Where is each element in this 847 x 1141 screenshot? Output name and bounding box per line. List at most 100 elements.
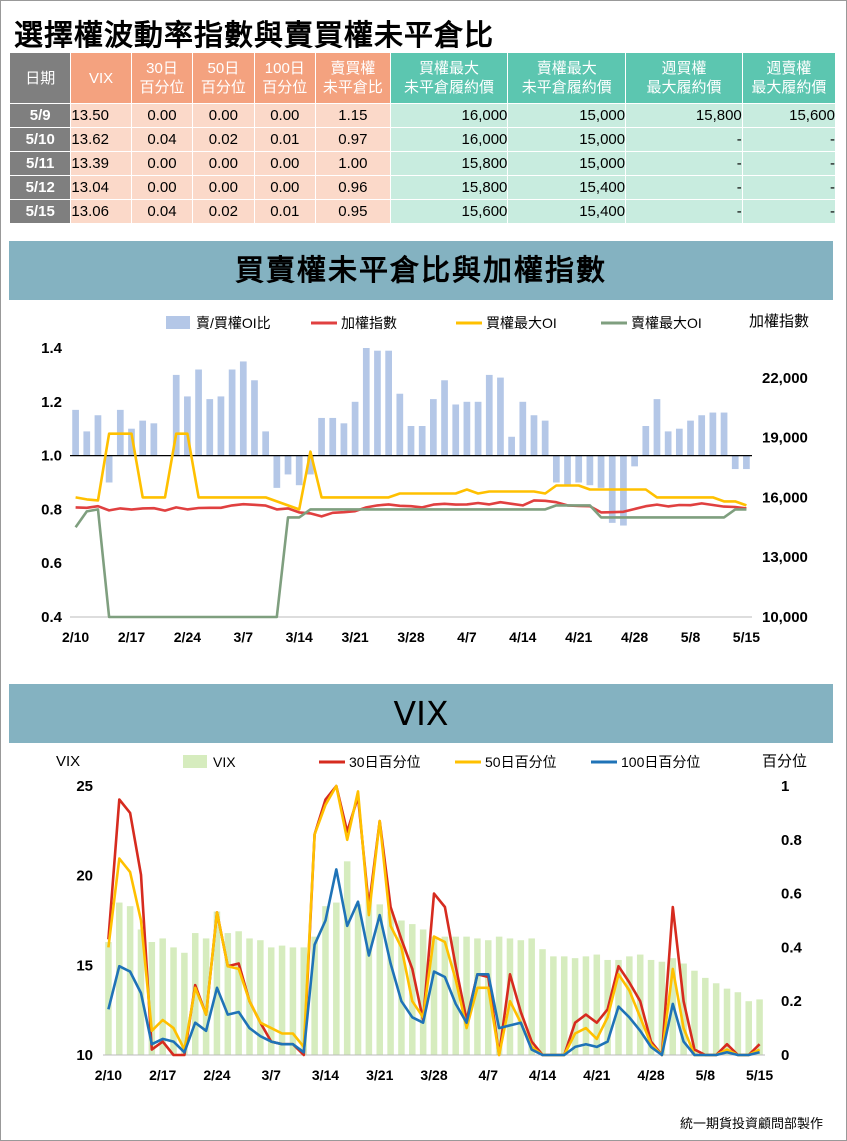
- x-tick-label: 3/28: [420, 1067, 447, 1083]
- summary-table: 日期 VIX 30日 百分位 50日 百分位 100日 百分位 賣買權 未平倉比 買權最大 …: [8, 52, 837, 224]
- chart-bar: [743, 455, 750, 470]
- chart-bar: [351, 401, 359, 456]
- table-cell: 15,400: [507, 199, 627, 224]
- y-left-tick-label: 0.4: [41, 609, 63, 626]
- legend-label: 賣權最大OI: [631, 315, 702, 331]
- chart-bar: [273, 455, 281, 488]
- oi-ratio-chart: 0.4 0.6 0.8 1.0 1.2 1.4 10,000 13,000 16,000 19,0…: [41, 313, 809, 645]
- chart-bar: [228, 369, 236, 456]
- y-right-tick-label: 0.2: [781, 993, 802, 1010]
- table-cell: 0.00: [192, 103, 255, 128]
- x-tick-label: 5/8: [681, 629, 701, 645]
- chart-bar: [709, 412, 717, 456]
- chart-bar: [340, 423, 348, 456]
- table-cell: -: [625, 127, 743, 152]
- y-left-tick-label: 1.0: [41, 448, 62, 465]
- table-cell: 0.00: [130, 103, 194, 128]
- chart-bar: [224, 933, 232, 1055]
- table-cell: 15,800: [389, 151, 509, 176]
- y-left-tick-label: 20: [76, 868, 93, 885]
- chart-bar: [267, 947, 275, 1055]
- chart-bar: [756, 999, 763, 1055]
- table-cell: 16,000: [389, 103, 509, 128]
- y-left-tick-label: 1.4: [41, 340, 63, 357]
- chart-bar: [239, 361, 247, 456]
- x-tick-label: 2/10: [95, 1067, 122, 1083]
- chart-bar: [497, 377, 504, 456]
- table-cell: 0.00: [253, 175, 317, 200]
- page-title: 選擇權波動率指數與賣買權未平倉比: [14, 18, 495, 52]
- table-cell: 0.04: [130, 199, 194, 224]
- chart-bar: [528, 938, 535, 1055]
- chart-bar: [322, 906, 329, 1055]
- y-right-tick-label: 0.8: [781, 832, 802, 849]
- table-body: 5/9 13.50 0.00 0.00 0.00 1.15 16,000 15,000 15,8…: [8, 103, 837, 224]
- table-cell: 1.00: [315, 151, 391, 176]
- y-left-tick-label: 10: [76, 1047, 93, 1064]
- legend-label: VIX: [213, 754, 236, 770]
- x-tick-label: 4/21: [565, 629, 592, 645]
- chart-bar: [105, 455, 113, 483]
- table-cell: 5/9: [8, 103, 72, 128]
- chart-bar: [289, 947, 297, 1055]
- table-header-cell: VIX: [70, 52, 132, 104]
- table-cell: 0.01: [253, 199, 317, 224]
- table-cell: 16,000: [389, 127, 509, 152]
- chart-bar: [376, 904, 383, 1055]
- legend-swatch: [166, 316, 190, 329]
- chart2-banner: VIX: [9, 684, 833, 743]
- table-cell: 0.02: [192, 127, 255, 152]
- x-tick-label: 4/28: [621, 629, 648, 645]
- chart-bar: [452, 936, 459, 1055]
- y-left-tick-label: 0.8: [41, 501, 62, 518]
- chart-bar: [485, 940, 492, 1055]
- chart-bar: [642, 426, 650, 456]
- table-cell: 0.95: [315, 199, 391, 224]
- chart-bar: [83, 431, 91, 456]
- legend-label: 賣/買權OI比: [196, 315, 271, 331]
- chart-bar: [213, 911, 221, 1055]
- chart-bar: [506, 938, 514, 1055]
- chart-bar: [206, 399, 214, 456]
- chart-bar: [560, 956, 568, 1055]
- chart-bar: [170, 947, 177, 1055]
- chart-bar: [318, 417, 325, 456]
- x-tick-label: 5/8: [696, 1067, 716, 1083]
- x-tick-label: 2/24: [174, 629, 201, 645]
- table-cell: -: [741, 127, 837, 152]
- chart-bar: [128, 428, 135, 456]
- x-tick-label: 5/15: [733, 629, 760, 645]
- table-cell: 5/15: [8, 199, 72, 224]
- x-tick-label: 3/21: [341, 629, 368, 645]
- chart-bar: [385, 350, 392, 456]
- legend-label: 100日百分位: [621, 754, 700, 770]
- table-cell: 0.00: [253, 103, 317, 128]
- y-left-tick-label: 0.6: [41, 555, 62, 572]
- chart-bar: [519, 401, 527, 456]
- table-cell: -: [741, 151, 837, 176]
- chart-bar: [184, 396, 191, 456]
- table-cell: 0.00: [192, 151, 255, 176]
- table-cell: 15,600: [741, 103, 837, 128]
- chart-bar: [664, 431, 672, 456]
- chart-bar: [139, 420, 147, 456]
- y-right-tick-label: 10,000: [762, 609, 808, 626]
- chart-bar: [396, 393, 404, 456]
- table-cell: 0.02: [192, 199, 255, 224]
- table-cell: -: [741, 175, 837, 200]
- chart-bar: [575, 455, 583, 483]
- table-cell: 13.39: [70, 151, 132, 176]
- footer-credit: 統一期貨投資顧問部製作: [679, 1117, 823, 1132]
- x-tick-label: 2/10: [62, 629, 89, 645]
- chart-bar: [552, 455, 560, 483]
- y-left-tick-label: 1.2: [41, 394, 62, 411]
- x-tick-label: 2/24: [203, 1067, 230, 1083]
- table-header-cell: 賣買權 未平倉比: [315, 52, 391, 104]
- table-cell: -: [625, 151, 743, 176]
- chart-bar: [720, 412, 728, 456]
- table-header-cell: 100日 百分位: [253, 52, 317, 104]
- chart-bar: [702, 977, 709, 1055]
- chart-bar: [300, 947, 308, 1055]
- legend-label: 買權最大OI: [486, 315, 557, 331]
- series-line: [107, 868, 760, 1057]
